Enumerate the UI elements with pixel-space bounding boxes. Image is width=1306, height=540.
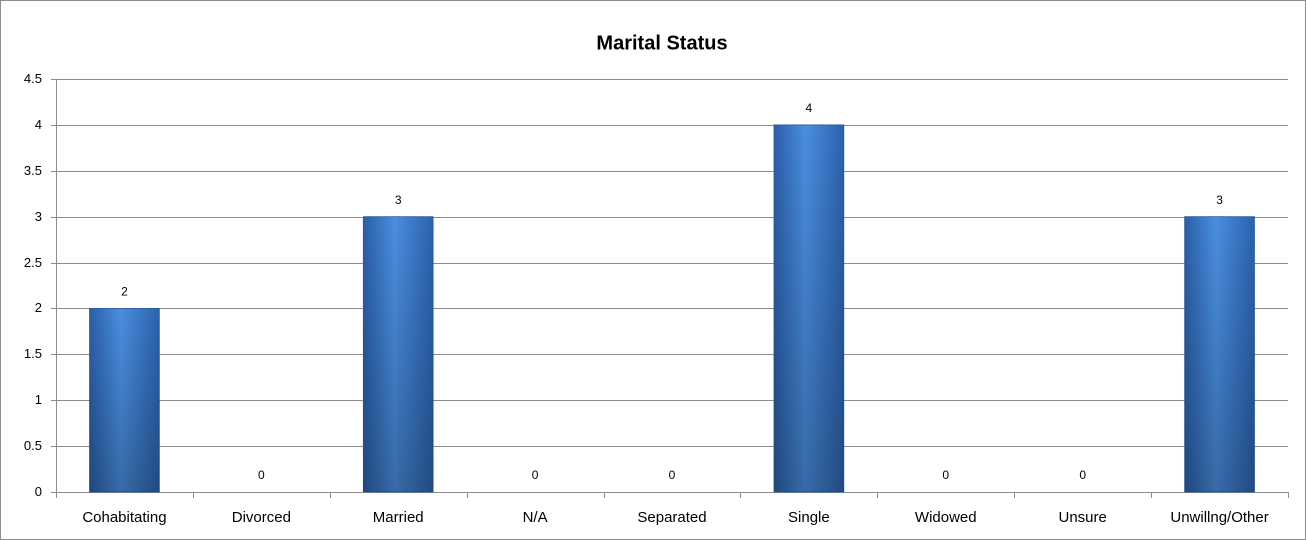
y-tick-label: 1.5 [24,346,42,361]
x-tick-label: Married [373,509,424,526]
x-tick-label: N/A [523,509,548,526]
x-tick-label: Divorced [232,509,291,526]
y-tick-label: 2.5 [24,255,42,270]
data-label: 0 [669,468,676,482]
bar-shade [1184,216,1255,492]
x-tick-label: Cohabitating [82,509,166,526]
x-tick-label: Unwillng/Other [1170,509,1268,526]
bar-shade [773,124,844,492]
y-tick-label: 0.5 [24,438,42,453]
y-tick-label: 2 [35,300,42,315]
data-label: 0 [1079,468,1086,482]
data-label: 0 [532,468,539,482]
data-label: 0 [942,468,949,482]
x-tick-label: Widowed [915,509,977,526]
y-tick-label: 0 [35,484,42,499]
x-tick-label: Single [788,509,830,526]
data-label: 3 [1216,193,1223,207]
data-label: 0 [258,468,265,482]
x-tick-label: Unsure [1058,509,1106,526]
y-tick-label: 1 [35,392,42,407]
y-tick-label: 3.5 [24,163,42,178]
y-tick-label: 4.5 [24,71,42,86]
data-label: 3 [395,193,402,207]
bar-shade [89,308,160,492]
bar-shade [363,216,434,492]
x-tick-label: Separated [637,509,706,526]
data-label: 2 [121,285,128,299]
y-tick-label: 4 [35,117,42,132]
chart-title: Marital Status [596,32,727,54]
y-tick-label: 3 [35,209,42,224]
data-label: 4 [806,101,813,115]
